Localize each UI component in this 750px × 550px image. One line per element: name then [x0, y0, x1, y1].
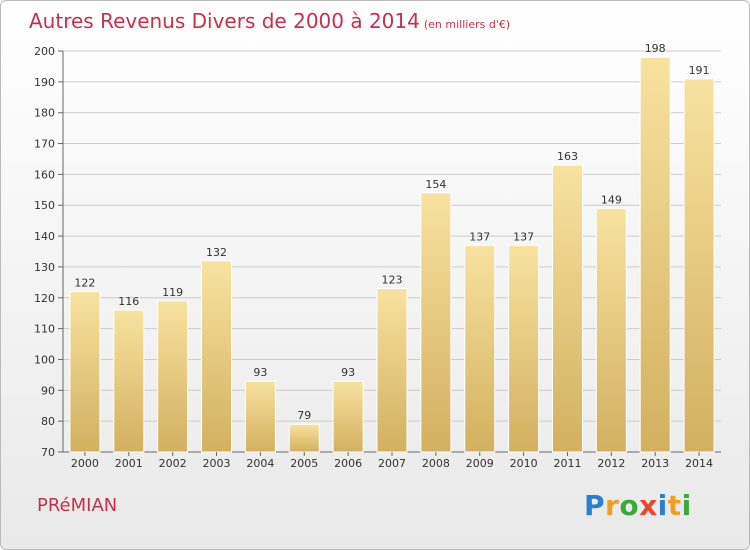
bar-2012 [595, 207, 627, 453]
bar-2006 [332, 380, 364, 453]
logo-letter: t [667, 489, 682, 522]
value-label-2012: 149 [601, 193, 622, 206]
value-label-2013: 198 [645, 42, 666, 55]
y-tick-label-70: 70 [41, 446, 55, 459]
bar-2008 [420, 192, 452, 453]
place-label: PRéMIAN [37, 495, 118, 516]
x-tick-label-2001: 2001 [115, 457, 143, 470]
value-label-2011: 163 [557, 150, 578, 163]
bar-2004 [244, 380, 276, 453]
x-tick-label-2003: 2003 [203, 457, 231, 470]
bar-2002 [157, 300, 189, 453]
x-tick-label-2005: 2005 [290, 457, 318, 470]
bar-2000 [69, 291, 101, 453]
logo-letter: i [681, 489, 692, 522]
x-tick-label-2010: 2010 [510, 457, 538, 470]
y-tick-label-160: 160 [34, 168, 55, 181]
value-label-2009: 137 [469, 230, 490, 243]
bar-2011 [551, 164, 583, 453]
bar-2001 [113, 309, 145, 453]
bar-2014 [683, 78, 715, 453]
x-tick-label-2014: 2014 [685, 457, 713, 470]
x-tick-label-2011: 2011 [553, 457, 581, 470]
logo-letter: P [584, 489, 606, 522]
x-tick-label-2000: 2000 [71, 457, 99, 470]
x-tick-label-2013: 2013 [641, 457, 669, 470]
y-tick-label-130: 130 [34, 261, 55, 274]
value-label-2005: 79 [297, 409, 311, 422]
value-label-2006: 93 [341, 366, 355, 379]
y-tick-label-150: 150 [34, 199, 55, 212]
x-tick-label-2004: 2004 [246, 457, 274, 470]
value-label-2007: 123 [382, 274, 403, 287]
y-tick-label-180: 180 [34, 107, 55, 120]
value-label-2008: 154 [425, 178, 446, 191]
value-label-2010: 137 [513, 230, 534, 243]
x-tick-label-2008: 2008 [422, 457, 450, 470]
subtitle-text: (en milliers d'€) [423, 18, 511, 31]
y-tick-label-140: 140 [34, 230, 55, 243]
value-label-2003: 132 [206, 246, 227, 259]
y-tick-label-90: 90 [41, 384, 55, 397]
value-label-2014: 191 [689, 64, 710, 77]
logo-letter: o [619, 489, 640, 522]
x-tick-label-2009: 2009 [466, 457, 494, 470]
value-label-2000: 122 [74, 277, 95, 290]
proxiti-logo: Proxiti [584, 489, 692, 522]
logo-letter: x [639, 489, 658, 522]
bar-2005 [288, 423, 320, 453]
bar-2009 [464, 244, 496, 453]
value-label-2001: 116 [118, 295, 139, 308]
bar-2007 [376, 288, 408, 453]
bar-2003 [201, 260, 233, 453]
y-tick-label-190: 190 [34, 76, 55, 89]
y-tick-label-200: 200 [34, 45, 55, 58]
y-tick-label-170: 170 [34, 138, 55, 151]
x-tick-label-2006: 2006 [334, 457, 362, 470]
bar-2013 [639, 56, 671, 453]
y-tick-label-120: 120 [34, 292, 55, 305]
title-text: Autres Revenus Divers de 2000 à 2014 [29, 9, 420, 33]
y-tick-label-100: 100 [34, 353, 55, 366]
logo-letter: i [657, 489, 668, 522]
value-label-2002: 119 [162, 286, 183, 299]
value-label-2004: 93 [253, 366, 267, 379]
x-tick-label-2002: 2002 [159, 457, 187, 470]
bar-2010 [508, 244, 540, 453]
x-tick-label-2012: 2012 [597, 457, 625, 470]
chart-title: Autres Revenus Divers de 2000 à 2014 (en … [29, 9, 510, 33]
x-tick-label-2007: 2007 [378, 457, 406, 470]
y-tick-label-110: 110 [34, 323, 55, 336]
logo-letter: r [605, 489, 620, 522]
y-tick-label-80: 80 [41, 415, 55, 428]
